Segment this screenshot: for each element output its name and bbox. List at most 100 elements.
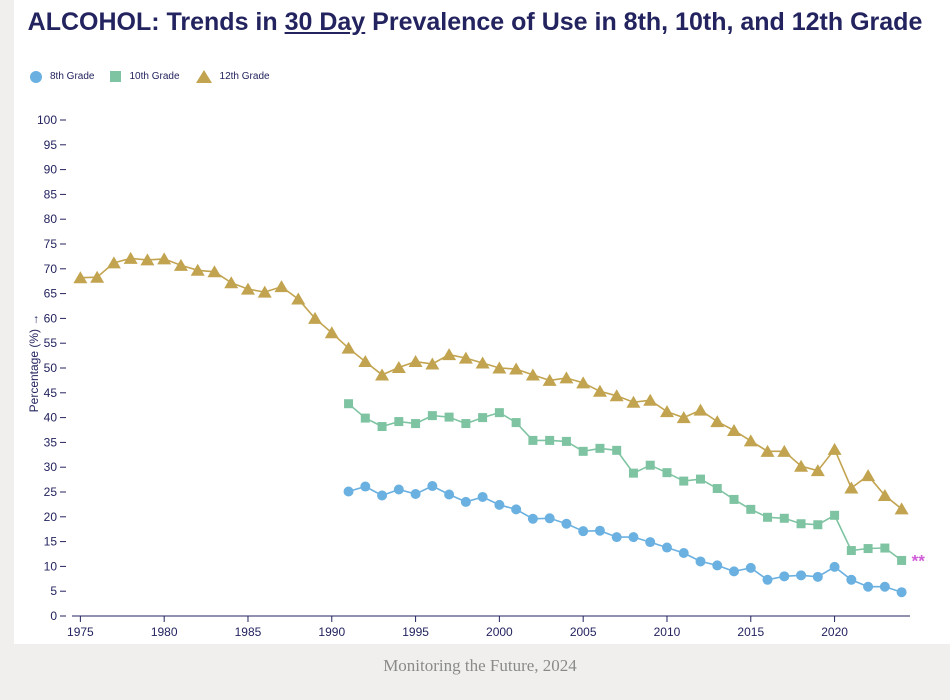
data-point xyxy=(343,486,354,497)
data-point xyxy=(360,413,370,423)
data-point xyxy=(341,341,356,354)
data-point xyxy=(594,525,605,536)
y-axis-label: Percentage (%) → xyxy=(27,314,41,413)
legend-label-12th-grade: 12th Grade xyxy=(219,71,270,82)
data-point xyxy=(796,570,807,581)
data-point xyxy=(779,513,789,523)
legend-label-10th-grade: 10th Grade xyxy=(129,71,180,82)
title-emphasis: 30 Day xyxy=(284,8,366,36)
data-point xyxy=(696,474,705,484)
data-point xyxy=(509,362,524,375)
data-point xyxy=(140,253,155,266)
data-point xyxy=(645,460,655,470)
series-line-8th xyxy=(348,485,902,593)
data-point xyxy=(425,357,440,370)
y-tick-label: 50 xyxy=(44,361,58,375)
data-point xyxy=(308,311,323,324)
data-point xyxy=(511,504,522,515)
circle-marker-icon xyxy=(30,70,42,83)
y-tick-label: 25 xyxy=(44,485,58,499)
x-tick-label: 1975 xyxy=(67,625,94,639)
chart-card xyxy=(14,0,950,644)
data-point xyxy=(695,556,706,567)
y-tick-label: 70 xyxy=(44,262,58,276)
data-point xyxy=(291,292,306,305)
title-text-start: ALCOHOL: Trends in xyxy=(27,8,285,36)
data-point xyxy=(844,481,859,494)
data-point xyxy=(576,376,591,389)
y-tick-label: 45 xyxy=(44,386,58,400)
data-point xyxy=(494,408,504,418)
data-point xyxy=(743,434,758,447)
data-point xyxy=(846,574,857,585)
data-point xyxy=(894,502,909,515)
data-point xyxy=(746,504,756,514)
data-point xyxy=(710,415,725,428)
x-tick-label: 1980 xyxy=(151,625,178,639)
data-point xyxy=(863,581,874,592)
data-point xyxy=(763,512,773,522)
data-point xyxy=(344,399,354,409)
y-tick-label: 5 xyxy=(50,584,57,598)
data-point xyxy=(528,435,538,445)
y-tick-label: 95 xyxy=(44,138,58,152)
data-point xyxy=(358,355,373,368)
data-point xyxy=(829,561,840,572)
data-point xyxy=(460,496,471,507)
data-point xyxy=(106,256,121,269)
data-point xyxy=(427,481,438,492)
data-point xyxy=(678,548,689,559)
y-tick-label: 20 xyxy=(44,510,58,524)
data-point xyxy=(729,494,739,504)
data-point xyxy=(645,537,656,548)
y-tick-label: 40 xyxy=(44,411,58,425)
y-tick-label: 65 xyxy=(44,287,58,301)
data-point xyxy=(863,544,873,554)
data-point xyxy=(274,280,289,293)
data-point xyxy=(157,252,172,265)
data-point xyxy=(643,393,658,406)
data-point xyxy=(391,361,406,374)
data-point xyxy=(377,490,388,501)
data-point xyxy=(492,361,507,374)
data-point xyxy=(444,489,455,500)
square-marker-icon xyxy=(110,71,122,82)
data-point xyxy=(173,258,188,271)
data-point xyxy=(527,513,538,524)
data-point xyxy=(879,581,890,592)
data-point xyxy=(830,510,840,520)
data-point xyxy=(877,488,892,501)
data-point xyxy=(626,395,641,408)
y-tick-label: 15 xyxy=(44,535,58,549)
data-point xyxy=(394,417,404,427)
data-point xyxy=(240,282,255,295)
legend-item-12th-grade[interactable]: 12th Grade xyxy=(195,70,270,83)
data-point xyxy=(880,543,890,553)
data-point xyxy=(90,270,105,283)
data-point xyxy=(846,546,856,556)
data-point xyxy=(411,419,421,429)
data-point xyxy=(812,571,823,582)
data-point xyxy=(542,373,557,386)
title-text-end: Prevalence of Use in 8th, 10th, and 12th… xyxy=(365,8,923,36)
x-tick-label: 2010 xyxy=(654,625,681,639)
data-point xyxy=(661,542,672,553)
y-tick-label: 85 xyxy=(44,187,58,201)
data-point xyxy=(475,356,490,369)
data-point xyxy=(612,445,622,455)
data-point xyxy=(545,435,555,445)
legend-item-8th-grade[interactable]: 8th Grade xyxy=(30,70,94,83)
series-line-10th xyxy=(347,403,903,562)
x-tick-label: 2015 xyxy=(737,625,764,639)
data-point xyxy=(375,368,390,381)
x-tick-label: 1990 xyxy=(318,625,345,639)
x-tick-label: 2005 xyxy=(570,625,597,639)
legend-item-10th-grade[interactable]: 10th Grade xyxy=(110,71,180,82)
data-point xyxy=(494,499,505,510)
data-point xyxy=(561,518,572,529)
data-point xyxy=(257,285,272,298)
y-tick-label: 10 xyxy=(44,559,58,573)
legend: 8th Grade 10th Grade 12th Grade xyxy=(30,70,286,83)
data-point xyxy=(693,403,708,416)
series-line-12th xyxy=(80,257,903,510)
